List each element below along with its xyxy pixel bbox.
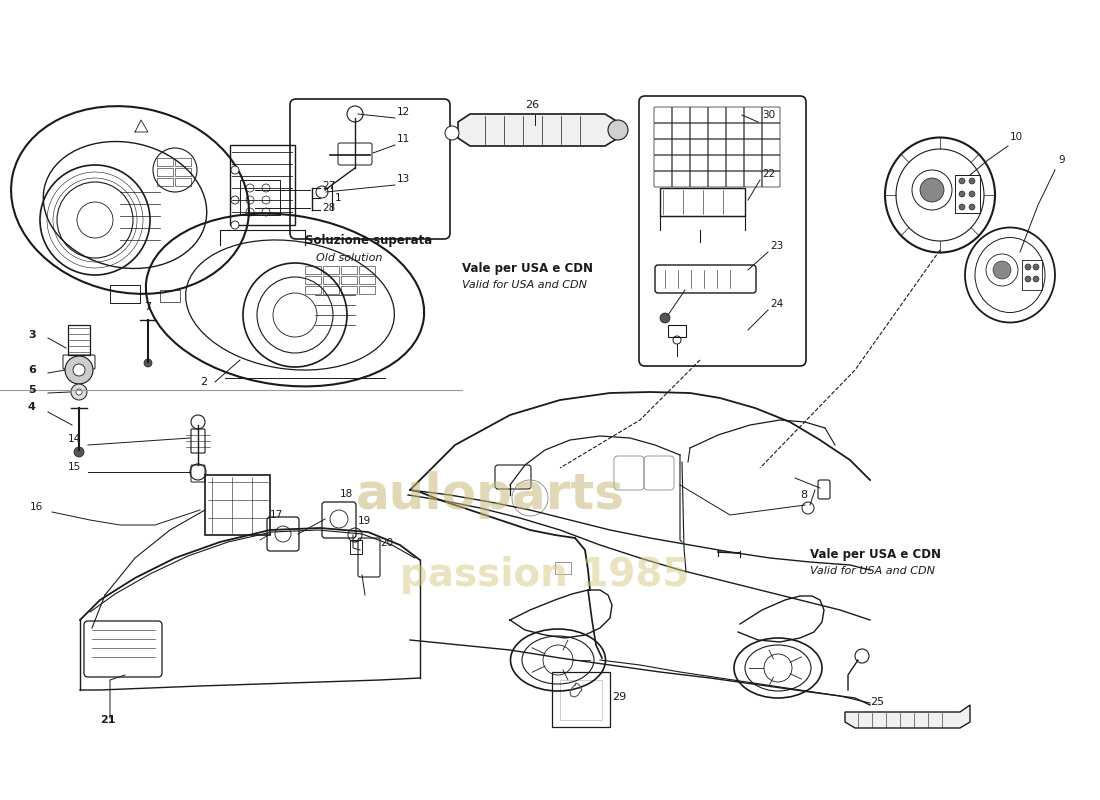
Text: 1: 1 [336,193,342,203]
Bar [110,285,140,303]
Text: 29: 29 [612,692,626,702]
Text: 18: 18 [340,489,353,499]
Circle shape [346,106,363,122]
Bar [556,562,571,574]
Text: 7: 7 [144,302,152,312]
Text: Valid for USA and CDN: Valid for USA and CDN [462,280,587,290]
Bar [230,145,295,225]
Circle shape [993,261,1011,279]
Bar [359,276,375,284]
Bar [175,178,191,186]
Circle shape [65,356,94,384]
Text: 16: 16 [30,502,43,512]
Circle shape [1025,264,1031,270]
Circle shape [660,313,670,323]
Circle shape [74,447,84,457]
Circle shape [959,191,965,197]
Bar [668,325,686,337]
Circle shape [959,178,965,184]
Circle shape [231,166,239,174]
Text: Vale per USA e CDN: Vale per USA e CDN [462,262,593,275]
Bar [205,475,270,535]
Text: 8: 8 [800,490,807,500]
Circle shape [144,359,152,367]
Text: 28: 28 [322,203,335,213]
Text: 11: 11 [397,134,410,144]
Text: 5: 5 [28,385,35,395]
Text: 20: 20 [379,538,393,548]
Text: 14: 14 [68,434,81,444]
Circle shape [608,120,628,140]
Circle shape [72,384,87,400]
Bar [560,680,602,720]
Circle shape [446,126,459,140]
Bar [660,188,745,216]
Bar [323,286,339,294]
Circle shape [76,389,82,395]
Bar [323,266,339,274]
Bar [157,168,173,176]
Polygon shape [458,114,618,146]
Text: 21: 21 [100,715,116,725]
Text: Old solution: Old solution [316,253,383,263]
Circle shape [1025,276,1031,282]
Bar [350,540,362,554]
Circle shape [1033,264,1039,270]
Bar [341,286,358,294]
Circle shape [316,186,328,198]
Bar [160,290,180,302]
Text: 30: 30 [762,110,776,120]
Bar [240,180,280,215]
Text: 22: 22 [762,169,776,179]
Text: 19: 19 [358,516,372,526]
Polygon shape [845,705,970,728]
Text: 12: 12 [397,107,410,117]
Bar [955,175,980,213]
Circle shape [73,364,85,376]
Bar [1022,260,1042,290]
Bar [341,276,358,284]
Text: 10: 10 [1010,132,1023,142]
Bar [68,325,90,355]
Bar [359,286,375,294]
Bar [305,286,321,294]
Circle shape [969,191,975,197]
Text: 26: 26 [525,100,539,110]
Bar [157,158,173,166]
Bar [305,266,321,274]
Circle shape [969,204,975,210]
Text: 27: 27 [322,181,335,191]
Circle shape [969,178,975,184]
Bar [323,276,339,284]
Text: 6: 6 [28,365,36,375]
Text: Soluzione superata: Soluzione superata [305,234,432,247]
Circle shape [231,221,239,229]
Text: 2: 2 [200,377,207,387]
Text: 9: 9 [1058,155,1065,165]
Bar [341,266,358,274]
Circle shape [1033,276,1039,282]
Text: Vale per USA e CDN: Vale per USA e CDN [810,548,940,561]
Text: 4: 4 [28,402,36,412]
Text: 15: 15 [68,462,81,472]
Circle shape [231,196,239,204]
Text: 17: 17 [270,510,284,520]
Circle shape [920,178,944,202]
Text: 24: 24 [770,299,783,309]
Text: 13: 13 [397,174,410,184]
Bar [305,276,321,284]
Text: 25: 25 [870,697,884,707]
Bar [157,178,173,186]
Circle shape [959,204,965,210]
Bar [175,158,191,166]
Text: 23: 23 [770,241,783,251]
Text: 3: 3 [28,330,35,340]
Bar [175,168,191,176]
Bar [359,266,375,274]
Bar [552,672,611,727]
Text: Valid for USA and CDN: Valid for USA and CDN [810,566,935,576]
Text: passion 1985: passion 1985 [400,556,690,594]
Text: auloparts: auloparts [355,471,625,519]
